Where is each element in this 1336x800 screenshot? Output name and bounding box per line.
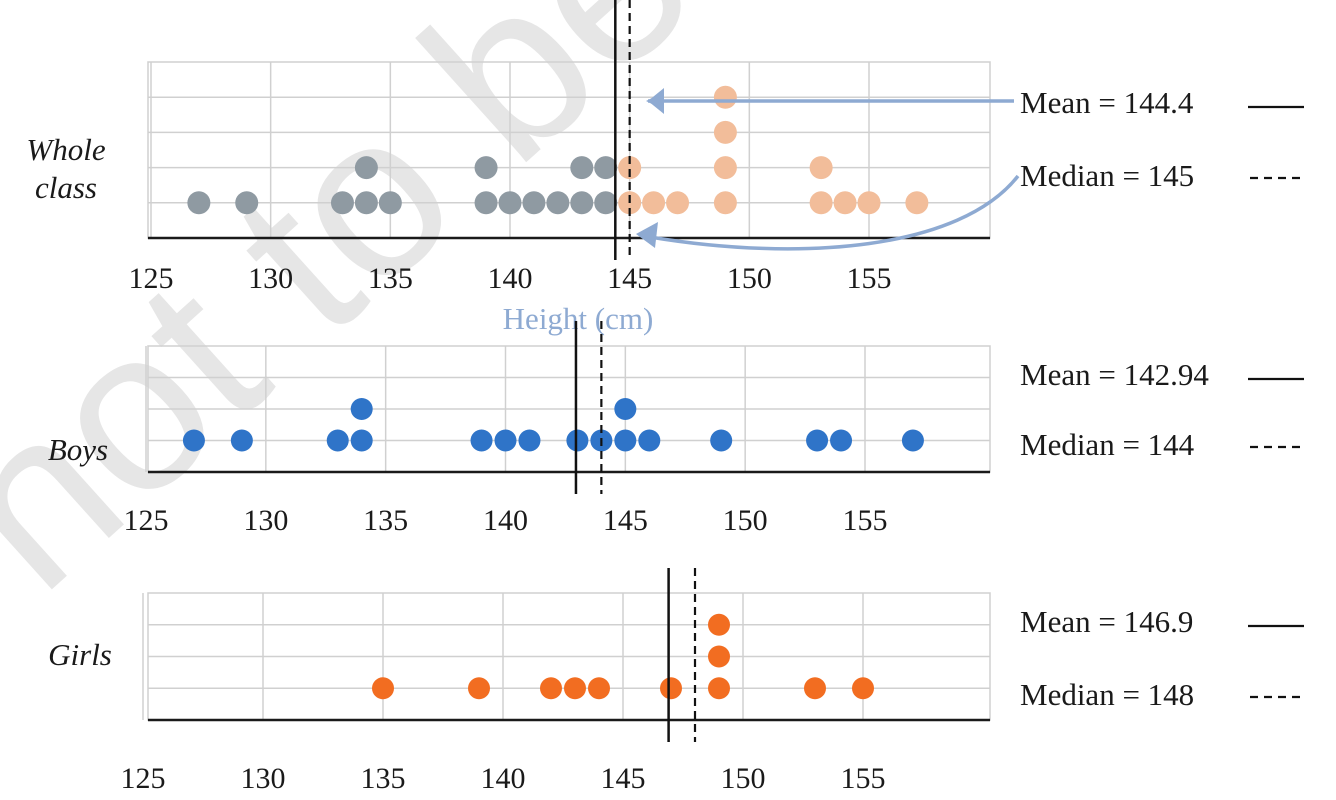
data-point [713,85,737,109]
data-point [494,429,517,452]
data-point [330,191,354,215]
data-point [713,120,737,144]
data-point [546,191,570,215]
data-point [468,677,490,700]
data-point [713,191,737,215]
x-tick-label: 135 [368,262,413,295]
x-tick-label: 140 [488,262,533,295]
median-arrow [649,174,1020,251]
data-point [830,429,853,452]
mean-label: Mean = 144.4 [1020,85,1194,120]
data-point [354,156,378,180]
mean-label: Mean = 142.94 [1020,357,1209,392]
x-tick-label: 135 [363,504,408,537]
data-point [806,429,829,452]
data-point [713,156,737,180]
data-point [638,429,661,452]
data-point [809,156,833,180]
data-point [614,398,637,420]
x-axis-title: Height (cm) [503,301,654,336]
data-point [540,677,562,700]
x-tick-label: 145 [603,504,648,537]
x-tick-label: 150 [727,262,772,295]
data-point [708,613,730,636]
x-tick-label: 140 [483,504,528,537]
median-label: Median = 145 [1020,158,1194,193]
data-point [474,191,498,215]
data-point [187,191,211,215]
mean-arrow-head [648,88,664,114]
data-point [566,429,589,452]
median-label: Median = 144 [1020,427,1195,462]
x-tick-label: 130 [241,762,286,795]
mean-label: Mean = 146.9 [1020,604,1193,639]
x-tick-label: 140 [481,762,526,795]
x-tick-label: 150 [723,504,768,537]
x-tick-label: 130 [248,262,293,295]
group-label: Boys [48,432,108,467]
data-point [857,191,881,215]
data-point [666,191,690,215]
data-point [708,645,730,668]
group-label: Girls [48,637,112,672]
panel-1: 125 130 135 140 145 150 155 Boys Mean = 142.94 Me… [48,321,1304,537]
data-point [350,398,373,420]
data-point [470,429,493,452]
panel-2: 125 130 135 140 145 150 155 Girls Mean = 146.9 Me… [48,568,1304,795]
data-point [588,677,610,700]
x-tick-label: 150 [721,762,766,795]
data-point [833,191,857,215]
data-point [564,677,586,700]
data-point [518,429,541,452]
data-point [901,429,924,452]
data-point [852,677,874,700]
data-point [594,156,618,180]
x-tick-label: 145 [601,762,646,795]
data-point [474,156,498,180]
data-point [354,191,378,215]
group-label: class [35,170,97,205]
data-point [350,429,373,452]
x-tick-label: 135 [361,762,406,795]
data-point [498,191,522,215]
data-point [182,429,205,452]
data-point [905,191,929,215]
x-tick-label: 125 [121,762,166,795]
x-tick-label: 130 [243,504,288,537]
data-point [378,191,402,215]
data-point [372,677,394,700]
median-arrow-head [636,222,658,248]
x-tick-label: 145 [607,262,652,295]
data-point [570,191,594,215]
data-point [809,191,833,215]
x-tick-label: 125 [124,504,169,537]
data-point [642,191,666,215]
data-point [710,429,733,452]
group-label: Whole [26,132,105,167]
median-label: Median = 148 [1020,677,1194,712]
data-point [660,677,682,700]
data-point [708,677,730,700]
data-point [614,429,637,452]
data-point [326,429,349,452]
x-tick-label: 155 [843,504,888,537]
data-point [230,429,253,452]
data-point [618,156,642,180]
data-point [522,191,546,215]
x-tick-label: 155 [847,262,892,295]
data-point [235,191,259,215]
x-tick-label: 125 [129,262,174,295]
data-point [570,156,594,180]
x-tick-label: 155 [841,762,886,795]
data-point [804,677,826,700]
data-point [594,191,618,215]
